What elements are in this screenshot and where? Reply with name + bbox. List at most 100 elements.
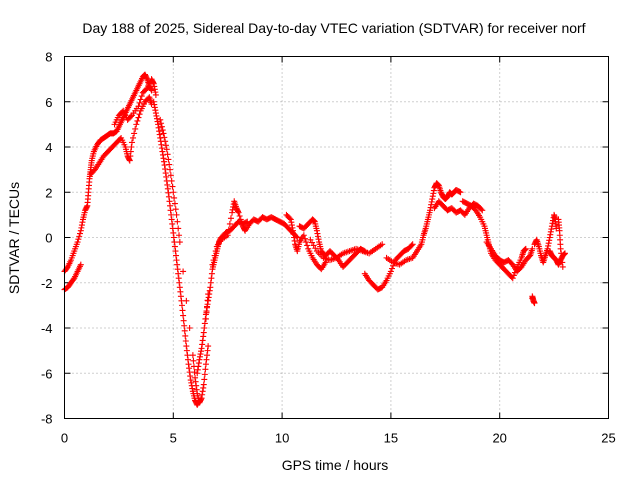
- data-point: [190, 357, 197, 364]
- data-point: [77, 230, 84, 237]
- data-point: [171, 194, 178, 201]
- data-point: [479, 207, 486, 214]
- data-point: [186, 325, 193, 331]
- data-point: [171, 200, 178, 207]
- data-point: [77, 261, 84, 268]
- data-point: [135, 114, 142, 121]
- data-point: [158, 120, 165, 127]
- data-point: [173, 211, 180, 218]
- y-tick-label: 8: [45, 50, 52, 65]
- data-point: [165, 156, 172, 163]
- tick-labels: 0 5 10 15 20 25 -8 -6 -4 -2 0 2 4 6 8: [41, 50, 616, 446]
- y-tick-label: -4: [41, 321, 53, 336]
- data-point: [166, 161, 173, 168]
- grid-lines: [64, 56, 609, 419]
- y-tick-label: 6: [45, 95, 52, 110]
- data-point: [189, 352, 196, 359]
- data-point: [509, 275, 516, 282]
- data-point: [204, 297, 211, 304]
- data-point: [236, 213, 243, 220]
- data-point: [183, 297, 190, 304]
- x-tick-label: 5: [170, 431, 177, 446]
- data-point: [238, 219, 245, 226]
- data-point: [158, 123, 165, 130]
- data-point: [127, 113, 134, 120]
- data-point: [210, 257, 217, 264]
- data-point: [167, 172, 174, 179]
- data-point: [227, 215, 234, 222]
- data-point: [137, 96, 144, 103]
- data-point: [164, 151, 171, 158]
- data-point: [203, 309, 210, 316]
- data-point: [201, 371, 208, 378]
- data-point: [175, 225, 182, 232]
- data-point: [529, 245, 536, 252]
- data-point: [136, 99, 143, 106]
- data-point: [201, 376, 208, 383]
- data-point: [387, 268, 394, 275]
- y-tick-label: 0: [45, 231, 52, 246]
- data-point: [148, 87, 155, 94]
- data-point: [478, 206, 485, 213]
- data-point: [388, 265, 395, 272]
- chart-title: Day 188 of 2025, Sidereal Day-to-day VTE…: [82, 20, 585, 36]
- data-point: [152, 91, 159, 98]
- data-point: [161, 134, 168, 141]
- data-point: [243, 219, 250, 226]
- x-tick-label: 20: [492, 431, 506, 446]
- data-point: [409, 241, 416, 248]
- data-point: [132, 125, 139, 132]
- x-tick-label: 25: [601, 431, 615, 446]
- data-point: [510, 272, 517, 279]
- data-point: [301, 235, 308, 242]
- data-point: [76, 233, 83, 240]
- data-point: [226, 220, 233, 227]
- data-point: [75, 236, 82, 243]
- data-point: [235, 209, 242, 216]
- data-point: [408, 242, 415, 249]
- data-point: [163, 146, 170, 153]
- data-point: [180, 268, 187, 275]
- data-point: [180, 317, 187, 324]
- y-tick-label: -2: [41, 276, 53, 291]
- data-marks: [61, 71, 568, 408]
- y-axis-label: SDTVAR / TECUs: [6, 182, 22, 294]
- data-point: [205, 291, 212, 298]
- plot-frame: [64, 56, 609, 419]
- data-point: [205, 343, 212, 350]
- data-point: [180, 312, 187, 319]
- data-point: [143, 86, 150, 93]
- data-point: [211, 252, 218, 259]
- data-point: [202, 315, 209, 322]
- x-axis-label: GPS time / hours: [282, 457, 389, 473]
- data-point: [160, 130, 167, 137]
- data-point: [136, 111, 143, 118]
- data-point: [300, 232, 307, 239]
- data-point: [130, 134, 137, 141]
- y-tick-label: 4: [45, 140, 52, 155]
- data-point: [168, 177, 175, 184]
- data-point: [182, 332, 189, 339]
- data-point: [181, 327, 188, 334]
- data-point: [176, 239, 183, 246]
- data-point: [191, 369, 198, 376]
- data-point: [134, 117, 141, 124]
- data-point: [159, 127, 166, 134]
- data-point: [172, 206, 179, 213]
- data-point: [522, 245, 529, 252]
- data-point: [162, 138, 169, 145]
- data-point: [559, 263, 566, 270]
- y-tick-label: 2: [45, 185, 52, 200]
- y-tick-label: -6: [41, 366, 53, 381]
- data-point: [237, 216, 244, 223]
- data-point: [209, 261, 216, 268]
- data-point: [174, 218, 181, 225]
- data-point: [224, 232, 231, 239]
- data-point: [204, 303, 211, 310]
- data-point: [74, 239, 81, 246]
- data-point: [138, 93, 145, 100]
- x-tick-label: 10: [275, 431, 289, 446]
- data-point: [202, 366, 209, 373]
- data-point: [225, 226, 232, 233]
